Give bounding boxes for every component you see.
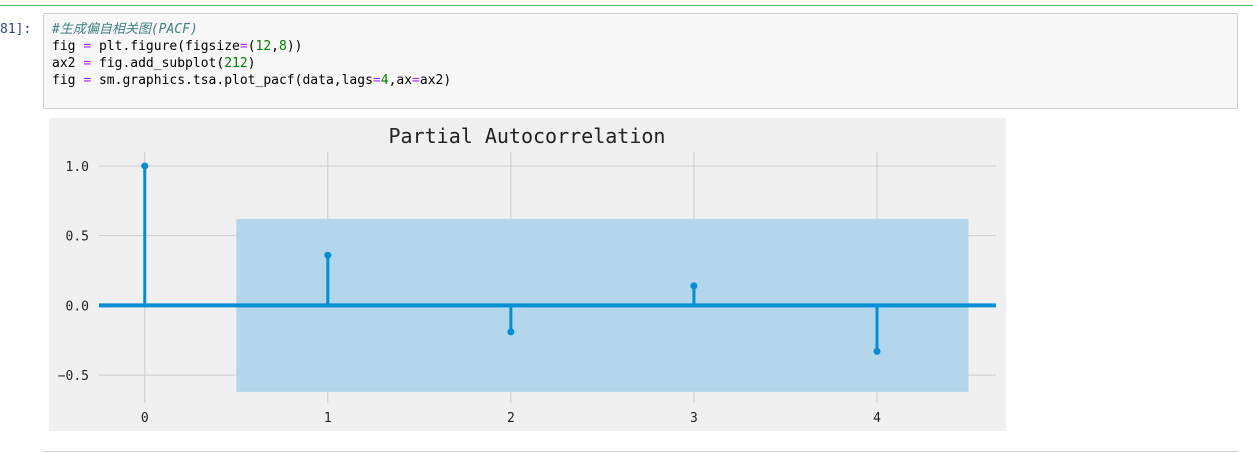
code-token: ax2: [52, 56, 84, 71]
code-editor[interactable]: #生成偏自相关图(PACF) fig = plt.figure(figsize=(…: [52, 21, 451, 89]
code-token: 4: [380, 73, 389, 88]
code-token: 12: [255, 39, 272, 54]
code-token: =: [412, 73, 420, 88]
code-token: =: [83, 56, 92, 71]
previous-cell-border: [0, 0, 1253, 6]
code-token: =: [83, 73, 92, 88]
pacf-marker: [141, 162, 149, 170]
code-line: ax2 = fig.add_subplot(212): [52, 55, 451, 72]
x-tick-label: 3: [690, 411, 698, 426]
x-tick-label: 1: [324, 411, 332, 426]
code-line: #生成偏自相关图(PACF): [52, 21, 451, 38]
code-token: =: [372, 73, 381, 88]
code-token: sm.graphics.tsa.plot_pacf(data,lags: [91, 73, 373, 88]
code-line: fig = sm.graphics.tsa.plot_pacf(data,lag…: [52, 72, 451, 89]
x-tick-label: 4: [873, 411, 881, 426]
x-tick-label: 0: [141, 411, 149, 426]
cell-prompt: 81]:: [0, 22, 32, 37]
code-token: ,: [271, 39, 279, 54]
y-tick-label: 1.0: [66, 160, 89, 175]
pacf-marker: [507, 328, 515, 336]
y-tick-label: 0.5: [66, 230, 89, 245]
pacf-marker: [324, 251, 332, 259]
chart-title: Partial Autocorrelation: [389, 124, 666, 148]
code-line: fig = plt.figure(figsize=(12,8)): [52, 38, 451, 55]
y-tick-labels: 1.0 0.5 0.0 −0.5: [58, 160, 89, 384]
cell-divider: [43, 451, 1238, 452]
code-token: ): [247, 56, 256, 71]
code-token: =: [83, 39, 92, 54]
x-tick-label: 2: [507, 411, 515, 426]
y-tick-label: −0.5: [58, 369, 89, 384]
code-token: ,ax: [388, 73, 413, 88]
cell-output: 1.0 0.5 0.0 −0.5 0 1 2 3 4 Partial Autocorrelat…: [49, 118, 1006, 431]
code-token: fig: [52, 73, 84, 88]
code-token: (: [247, 39, 256, 54]
code-cell-input[interactable]: #生成偏自相关图(PACF) fig = plt.figure(figsize=(…: [43, 13, 1238, 109]
code-token: =: [239, 39, 248, 54]
y-tick-label: 0.0: [66, 299, 89, 314]
code-token: 8: [279, 39, 287, 54]
x-tick-labels: 0 1 2 3 4: [141, 411, 881, 426]
pacf-chart: 1.0 0.5 0.0 −0.5 0 1 2 3 4 Partial Autocorrelat…: [49, 118, 1006, 431]
code-token: fig.add_subplot(: [91, 56, 225, 71]
code-token: fig: [52, 39, 84, 54]
code-token: )): [286, 39, 303, 54]
pacf-marker: [690, 282, 698, 290]
pacf-marker: [873, 347, 881, 355]
code-token: plt.figure(figsize: [91, 39, 240, 54]
code-token: ax2): [419, 73, 452, 88]
code-token: #生成偏自相关图(PACF): [52, 22, 198, 37]
code-token: 212: [224, 56, 248, 71]
pacf-stems: [141, 162, 881, 355]
